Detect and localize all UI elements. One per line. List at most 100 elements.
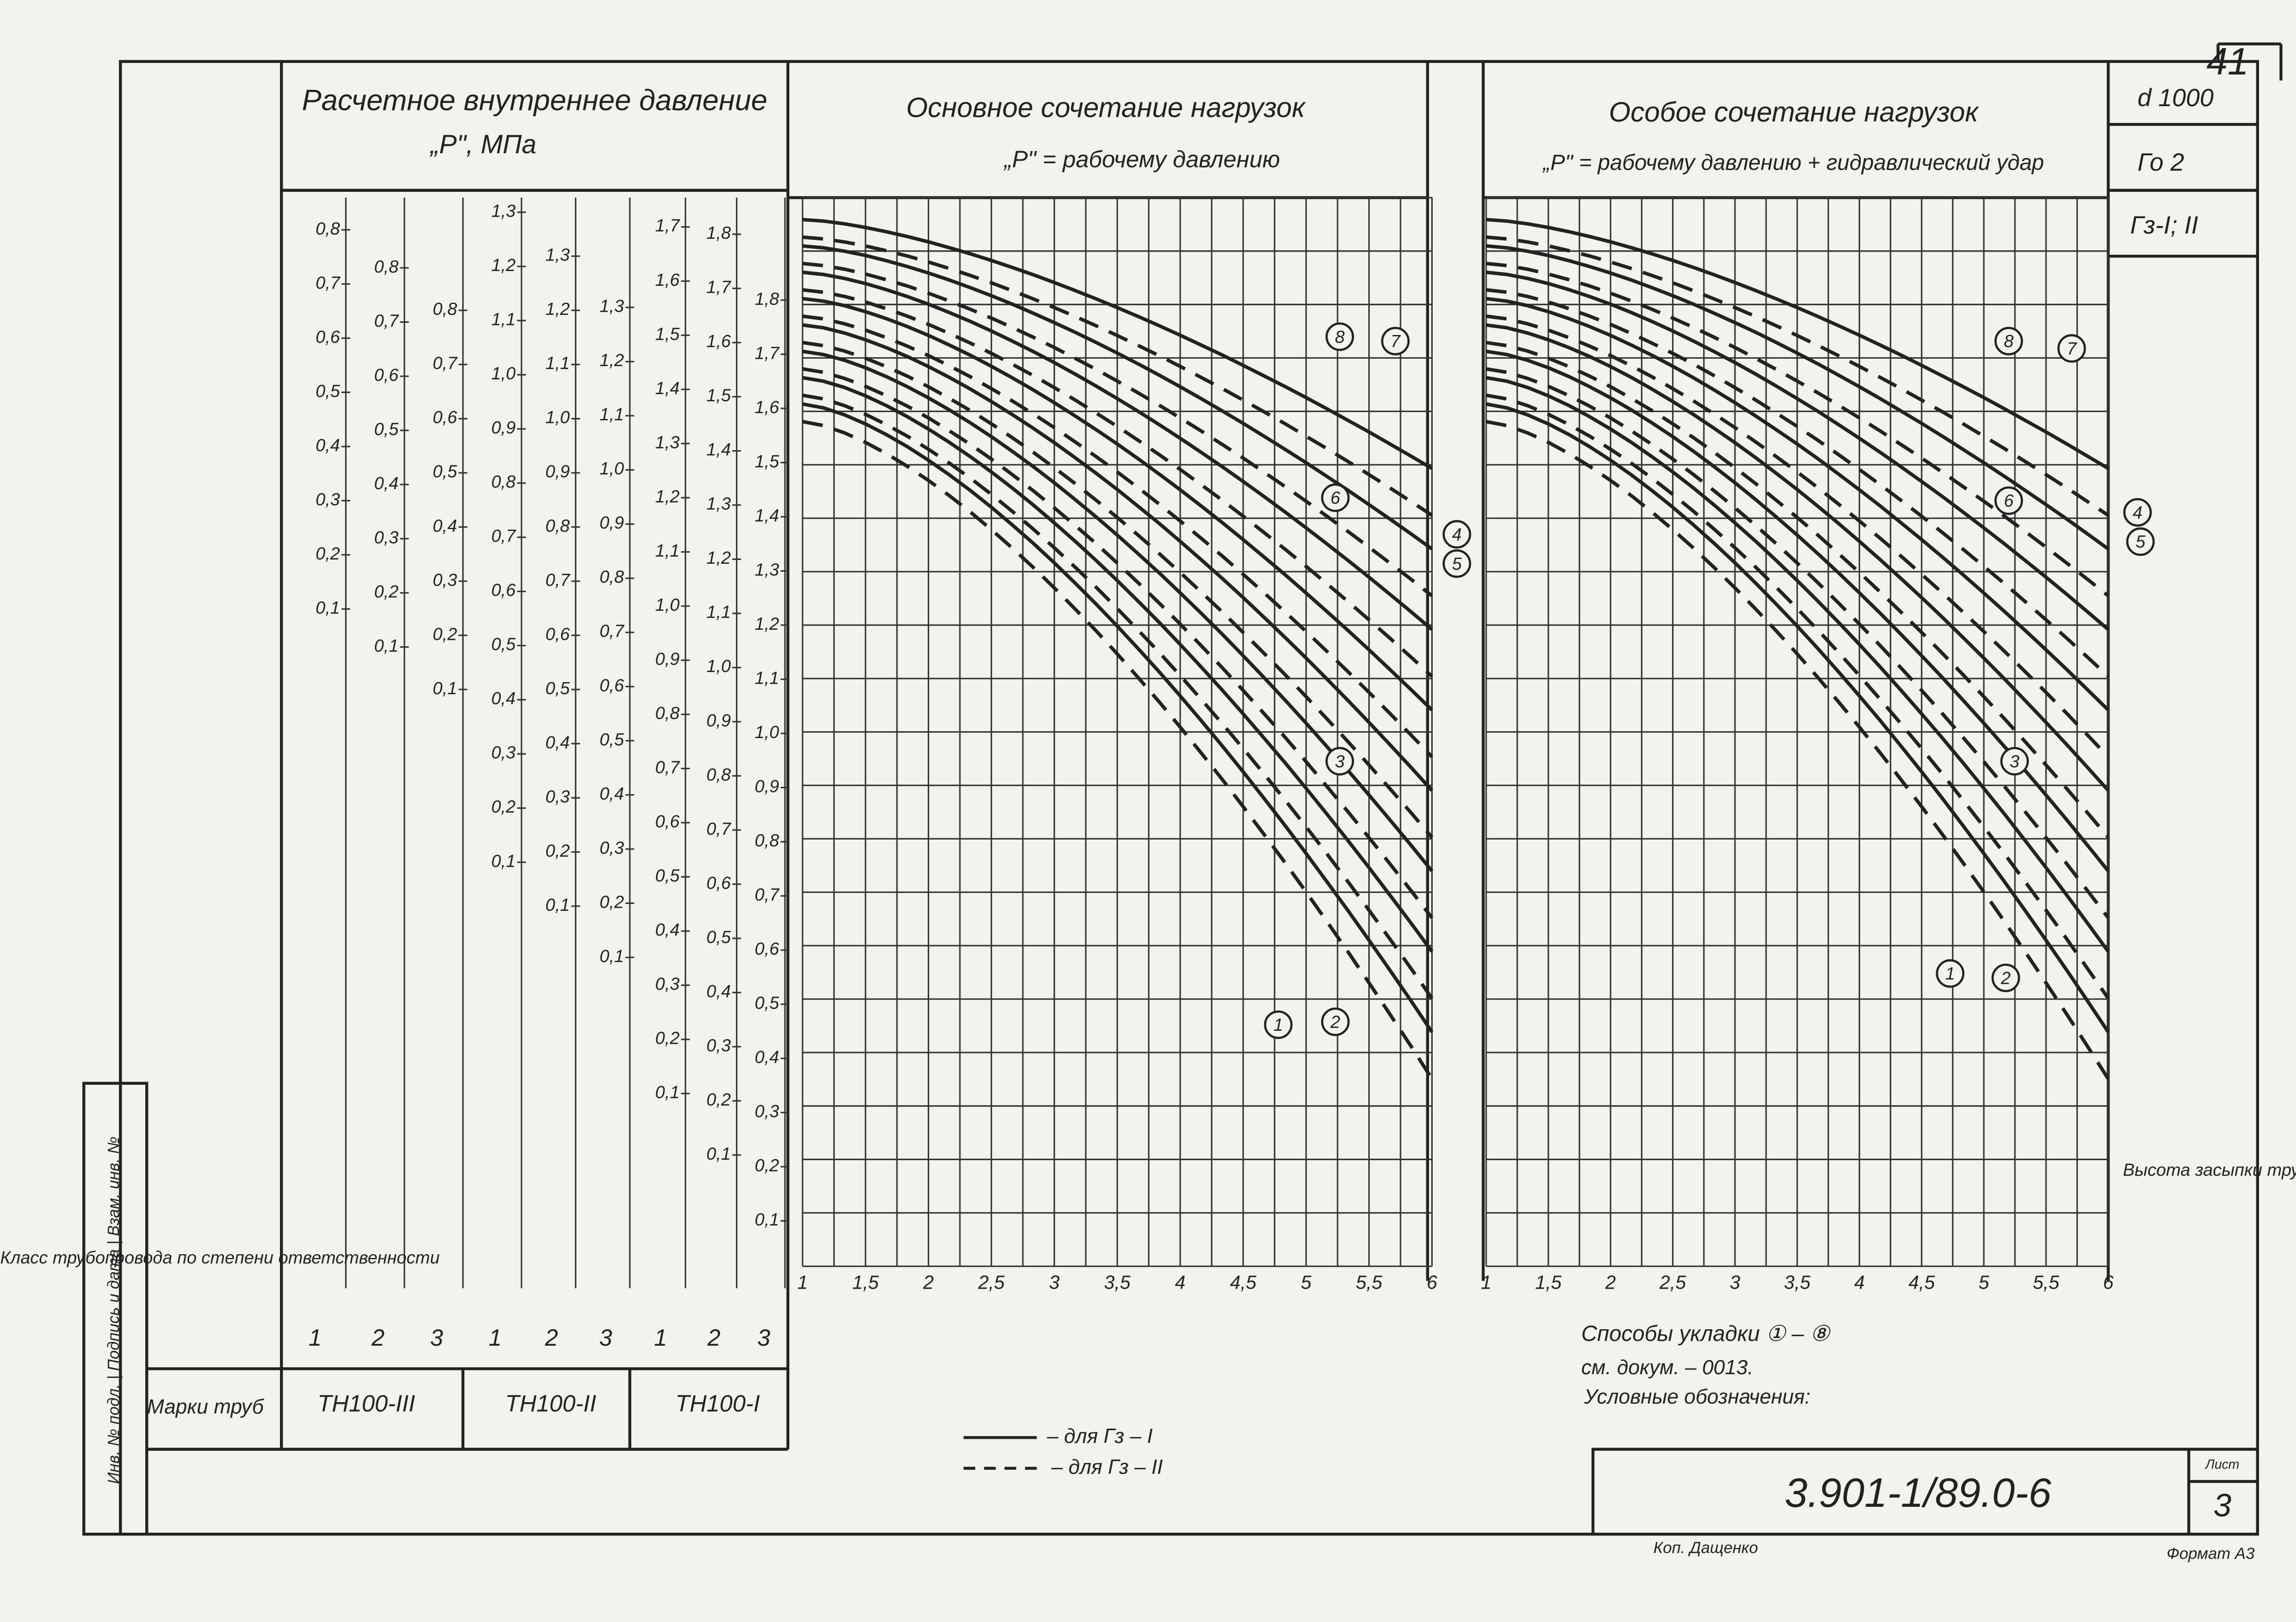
left-title: Расчетное внутреннее давление [302,84,767,117]
class-number: 1 [654,1325,667,1351]
curve [1486,244,2110,551]
scale-label: 0,7 [655,758,680,777]
scale-label: 0,4 [315,436,340,455]
curve [802,341,1434,839]
scale-label: 0,9 [755,777,779,796]
curve [1486,271,2110,631]
curve [1486,262,2110,598]
scale-label: 0,3 [433,571,458,590]
scale-label: 1,6 [706,332,731,351]
scale-label: 0,8 [655,704,680,723]
scale-label: 0,3 [655,975,680,994]
scale-label: 0,6 [433,408,458,427]
stamp-copied: Коп. Дащенко [1654,1539,1758,1557]
brand-label: Марки труб [147,1396,264,1419]
x-tick-label: 3 [1049,1271,1060,1293]
class-label: Класс трубопровода по степени ответствен… [0,1248,440,1268]
scale-label: 0,4 [755,1048,779,1067]
curve-label: 3 [1335,752,1345,771]
scale-label: 0,7 [755,885,780,905]
class-number: 2 [371,1325,385,1351]
scale-label: 0,1 [315,598,340,618]
scale-label: 0,6 [755,939,780,959]
class-number: 1 [309,1325,322,1351]
scale-label: 0,1 [545,896,570,915]
curve [1486,296,2110,712]
curve-label: 1 [1273,1015,1283,1035]
scale-label: 1,7 [755,343,780,363]
curve-label: 1 [1945,964,1955,984]
curve [802,262,1433,598]
scale-label: 1,1 [706,603,731,622]
scale-label: 0,6 [655,812,680,832]
x-tick-label: 6 [2103,1271,2114,1293]
scale-label: 0,4 [374,474,398,493]
x-tick-label: 1 [1481,1271,1491,1293]
scale-label: 0,7 [315,273,341,293]
scale-label: 0,3 [755,1102,780,1122]
curve [802,376,1434,953]
scale-label: 1,5 [755,452,780,471]
x-tick-label: 3 [1730,1271,1740,1293]
curve [1486,349,2110,872]
scale-label: 0,1 [655,1083,679,1103]
scale-label: 1,4 [755,506,779,526]
scale-label: 0,6 [315,328,340,347]
scale-label: 1,3 [545,246,570,265]
curve-label: 8 [1335,328,1345,347]
curve [802,402,1434,1033]
scale-label: 0,9 [655,649,679,669]
scale-label: 0,7 [600,622,625,641]
x-tick-label: 5,5 [1356,1271,1383,1293]
scale-label: 1,2 [545,300,570,319]
x-tick-label: 6 [1427,1271,1438,1293]
scale-label: 0,8 [433,300,458,319]
curve-label: 3 [2010,752,2020,771]
scale-label: 0,4 [655,920,679,940]
curve-label: 2 [2000,968,2010,988]
curve-marker [1442,520,1471,549]
scale-label: 0,5 [600,730,624,750]
curve-marker [1264,1010,1293,1039]
curve-label: 8 [2004,332,2014,351]
curve-label: 6 [1330,489,1340,508]
scale-label: 0,8 [374,257,399,277]
scale-label: 0,2 [315,544,340,564]
stamp-sheet: 3 [2214,1487,2232,1523]
scale-label: 0,4 [600,784,624,804]
scale-label: 0,2 [433,624,457,644]
curve-label: 6 [2004,491,2014,511]
scale-label: 0,7 [491,527,517,546]
scale-label: 0,5 [755,994,780,1013]
curve [802,314,1433,758]
scale-label: 1,6 [755,398,780,417]
scale-label: 1,2 [706,548,731,568]
scale-label: 0,4 [706,982,731,1001]
curve-marker [1442,549,1471,578]
x-tick-label: 4 [1175,1271,1186,1293]
curve-marker [1321,483,1350,512]
scale-label: 0,6 [491,581,516,600]
scale-label: 0,3 [545,787,570,807]
class-number: 3 [599,1325,612,1351]
side-stamp-box [82,1082,148,1536]
class-number: 3 [757,1325,770,1351]
sheet-number: 41 [2207,41,2249,83]
scale-label: 1,3 [755,560,780,580]
scale-label: 0,1 [433,679,457,698]
curve-marker [1994,486,2023,515]
curve [802,218,1433,470]
curve [802,288,1433,678]
curve-marker [1991,963,2020,992]
curve-label: 2 [1330,1013,1340,1032]
curve [802,393,1434,1000]
curve [1486,402,2110,1033]
scale-label: 0,1 [491,852,516,871]
scale-label: 1,6 [655,271,680,290]
stamp-code: 3.901-1/89.0-6 [1785,1470,2051,1516]
scale-label: 0,9 [491,418,516,438]
scale-label: 1,1 [655,541,679,561]
scale-label: 1,5 [655,324,680,344]
scale-label: 1,4 [655,379,679,398]
corner-label: d 1000 [2138,83,2214,111]
